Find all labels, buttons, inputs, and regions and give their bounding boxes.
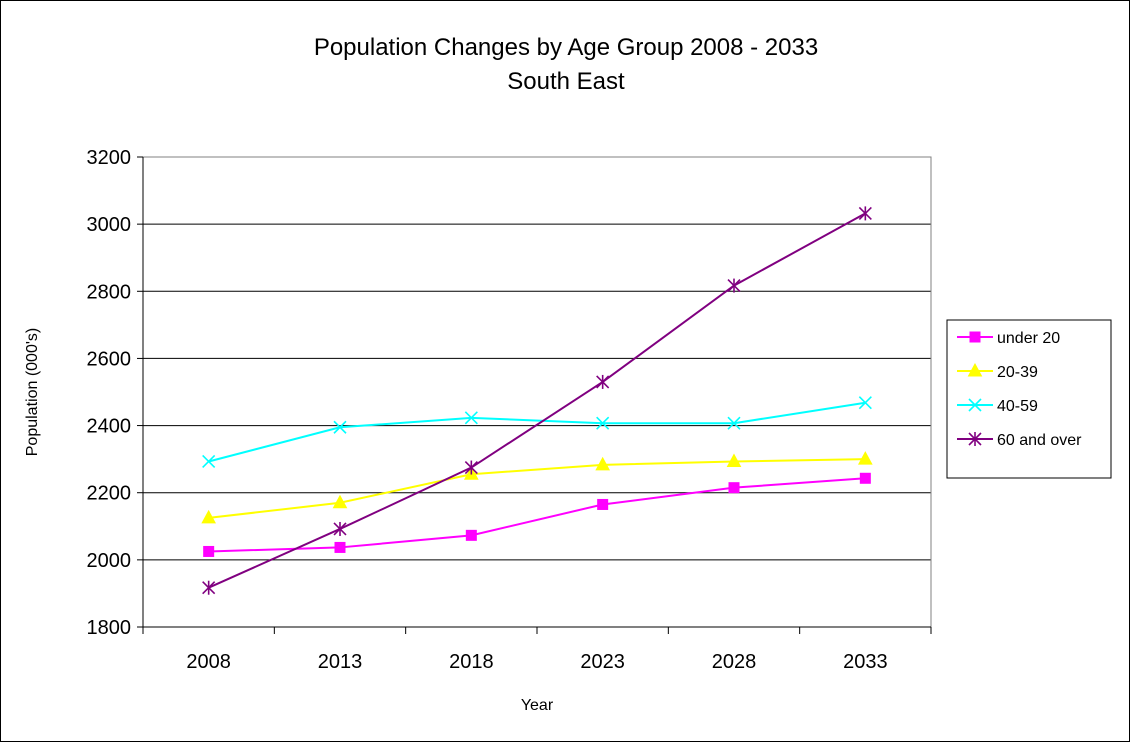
x-tick-label: 2018 <box>449 651 494 673</box>
y-tick-label: 3200 <box>87 147 132 169</box>
series-60-and-over <box>203 206 872 594</box>
data-point <box>860 473 870 483</box>
legend: under 20 20-39 40-59 60 and over <box>947 320 1111 478</box>
data-point <box>859 452 872 464</box>
y-tick-label: 2800 <box>87 281 132 303</box>
y-tick-label: 3000 <box>87 214 132 236</box>
axes <box>137 157 931 634</box>
legend-label: 20-39 <box>997 364 1038 381</box>
series-40-59 <box>203 397 872 468</box>
data-point <box>859 206 871 220</box>
legend-label: 60 and over <box>997 432 1082 449</box>
legend-label: 40-59 <box>997 398 1038 415</box>
gridlines <box>143 157 931 560</box>
x-tick-label: 2013 <box>318 651 363 673</box>
legend-label: under 20 <box>997 330 1060 347</box>
data-point <box>729 483 739 493</box>
y-tick-label: 2600 <box>87 348 132 370</box>
series-under-20 <box>204 473 871 556</box>
x-tick-label: 2023 <box>580 651 625 673</box>
data-point <box>204 546 214 556</box>
x-tick-label: 2028 <box>712 651 757 673</box>
data-point <box>597 375 609 389</box>
series-line <box>209 478 866 551</box>
series-line <box>209 403 866 462</box>
y-tick-label: 2000 <box>87 550 132 572</box>
y-tick-labels: 1800 2000 2200 2400 2600 2800 3000 3200 <box>87 147 132 639</box>
data-point <box>465 461 477 475</box>
data-point <box>335 542 345 552</box>
x-tick-label: 2033 <box>843 651 888 673</box>
y-tick-label: 2200 <box>87 483 132 505</box>
data-point <box>598 499 608 509</box>
series-20-39 <box>202 452 872 523</box>
series <box>202 206 872 594</box>
series-line <box>209 213 866 587</box>
data-point <box>728 279 740 293</box>
x-axis-label: Year <box>521 697 554 714</box>
data-point <box>203 581 215 595</box>
y-tick-label: 1800 <box>87 617 132 639</box>
x-tick-label: 2008 <box>186 651 231 673</box>
data-point <box>334 522 346 536</box>
data-point <box>203 455 215 467</box>
plot-area <box>143 157 931 627</box>
data-point <box>466 530 476 540</box>
series-line <box>209 459 866 518</box>
y-tick-label: 2400 <box>87 416 132 438</box>
y-axis-label: Population (000's) <box>24 328 41 456</box>
legend-marker <box>970 332 980 342</box>
x-tick-labels: 2008 2013 2018 2023 2028 2033 <box>186 651 887 673</box>
